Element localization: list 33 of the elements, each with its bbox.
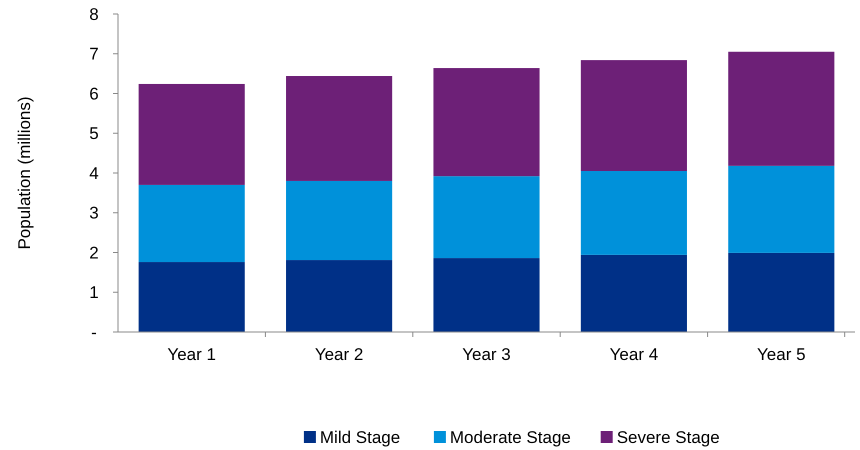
y-tick-label: 3 bbox=[89, 204, 99, 223]
legend-label: Severe Stage bbox=[616, 428, 720, 447]
x-tick-label: Year 1 bbox=[167, 345, 216, 364]
x-tick-label: Year 5 bbox=[757, 345, 806, 364]
y-tick-label: 6 bbox=[89, 84, 99, 104]
bar bbox=[728, 166, 834, 253]
y-tick-label: 7 bbox=[89, 44, 99, 64]
bar bbox=[728, 52, 834, 166]
y-axis-title: Population (millions) bbox=[15, 96, 34, 250]
y-tick-label: 5 bbox=[89, 124, 99, 144]
bar bbox=[433, 68, 540, 176]
bar bbox=[286, 180, 392, 260]
bar bbox=[138, 184, 245, 262]
bar bbox=[580, 254, 687, 332]
bar bbox=[286, 76, 392, 181]
bar bbox=[433, 176, 540, 258]
bar bbox=[286, 260, 392, 332]
y-tick-label: 1 bbox=[89, 283, 99, 302]
bar bbox=[138, 84, 245, 185]
legend-label: Mild Stage bbox=[320, 428, 400, 447]
legend-label: Moderate Stage bbox=[450, 428, 571, 447]
y-tick-label: 2 bbox=[89, 243, 99, 262]
x-tick-label: Year 2 bbox=[314, 345, 364, 364]
x-tick-label: Year 4 bbox=[610, 345, 658, 364]
bar bbox=[580, 60, 687, 172]
bar bbox=[433, 258, 540, 332]
bar bbox=[728, 252, 834, 332]
y-tick-label: 4 bbox=[89, 164, 99, 183]
x-tick-label: Year 3 bbox=[462, 345, 511, 364]
bar bbox=[580, 171, 687, 255]
bar bbox=[138, 262, 245, 332]
y-tick-label: 8 bbox=[89, 4, 99, 24]
y-tick-label: - bbox=[91, 322, 97, 342]
